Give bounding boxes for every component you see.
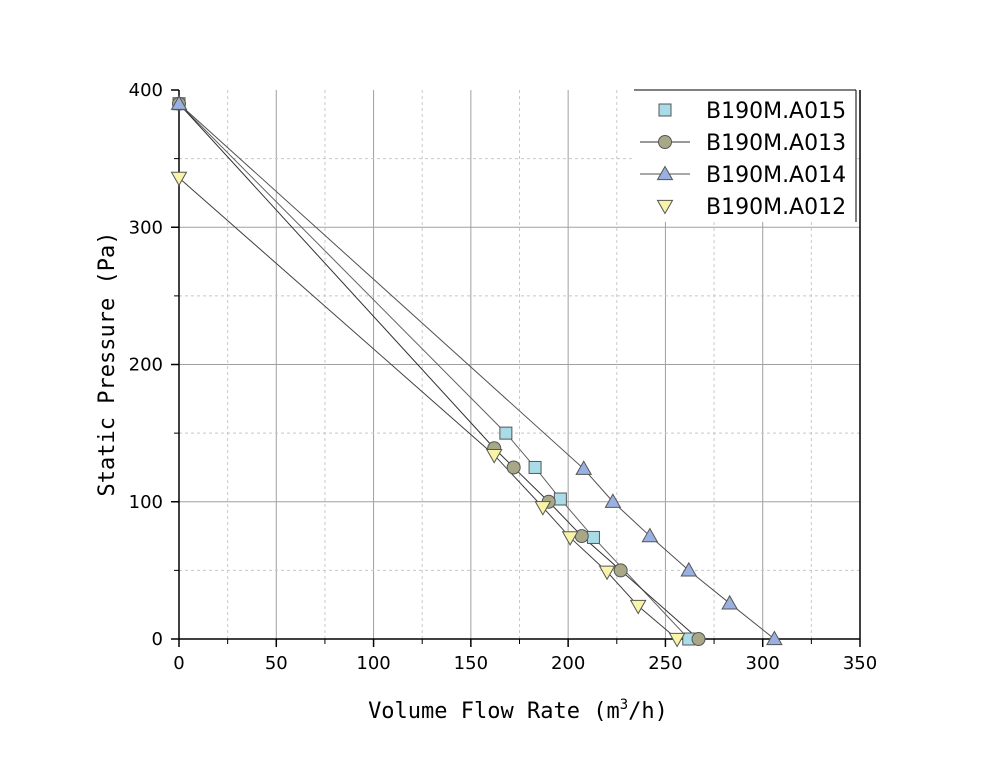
data-point-series-4 bbox=[668, 632, 686, 648]
legend-label-3: B190M.A014 bbox=[706, 163, 846, 188]
legend-marker-2 bbox=[658, 135, 672, 149]
x-tick-label: 200 bbox=[551, 653, 585, 674]
data-point-series-1 bbox=[553, 492, 567, 506]
x-tick-label: 300 bbox=[746, 653, 780, 674]
series-markers bbox=[170, 95, 783, 648]
tick-labels: 0 50 100 150 200 250 300 350 0 100 200 300 400 bbox=[129, 80, 878, 674]
legend-marker-4 bbox=[656, 199, 674, 215]
y-tick-label: 0 bbox=[152, 629, 163, 650]
y-tick-label: 100 bbox=[129, 492, 163, 513]
legend: B190M.A015 B190M.A013 B190M.A014 B190M.A012 bbox=[634, 89, 857, 222]
data-point-series-4 bbox=[534, 501, 552, 516]
x-tick-label: 250 bbox=[648, 653, 682, 674]
x-tick-label: 50 bbox=[265, 653, 288, 674]
x-axis-title-tail: /h) bbox=[628, 699, 668, 724]
data-point-series-3 bbox=[575, 460, 593, 475]
data-point-series-2 bbox=[506, 460, 521, 475]
data-point-series-4 bbox=[485, 448, 503, 464]
data-point-series-3 bbox=[604, 493, 622, 508]
x-axis-title-main: Volume Flow Rate (m bbox=[368, 699, 620, 724]
data-point-series-2 bbox=[613, 563, 628, 578]
y-tick-label: 400 bbox=[129, 80, 163, 101]
data-point-series-4 bbox=[629, 599, 647, 615]
legend-label-4: B190M.A012 bbox=[706, 195, 846, 220]
grid bbox=[179, 90, 860, 639]
legend-marker-3 bbox=[656, 165, 674, 181]
y-axis-title: Static Pressure (Pa) bbox=[95, 232, 120, 497]
y-tick-label: 200 bbox=[129, 355, 163, 376]
data-point-series-4 bbox=[598, 565, 616, 581]
x-tick-label: 100 bbox=[356, 653, 390, 674]
legend-marker-1 bbox=[658, 103, 672, 117]
data-point-series-1 bbox=[499, 426, 513, 440]
x-tick-label: 350 bbox=[843, 653, 877, 674]
x-tick-label: 150 bbox=[454, 653, 488, 674]
x-axis-title: Volume Flow Rate (m3/h) bbox=[368, 697, 668, 724]
data-point-series-3 bbox=[721, 594, 738, 610]
data-point-series-4 bbox=[561, 531, 579, 546]
data-point-series-3 bbox=[766, 630, 783, 646]
ticks bbox=[171, 89, 861, 647]
data-point-series-3 bbox=[641, 527, 659, 543]
legend-label-2: B190M.A013 bbox=[706, 131, 846, 156]
data-point-series-4 bbox=[170, 171, 188, 187]
data-point-series-1 bbox=[528, 460, 542, 474]
series-line-1 bbox=[178, 103, 690, 640]
data-point-series-3 bbox=[170, 95, 188, 110]
data-point-series-3 bbox=[680, 561, 698, 577]
legend-label-1: B190M.A015 bbox=[706, 99, 846, 124]
x-tick-label: 0 bbox=[173, 653, 184, 674]
x-axis-title-sup: 3 bbox=[620, 697, 628, 713]
data-point-series-1 bbox=[586, 530, 600, 544]
data-point-series-2 bbox=[691, 632, 706, 646]
y-tick-label: 300 bbox=[129, 217, 163, 238]
